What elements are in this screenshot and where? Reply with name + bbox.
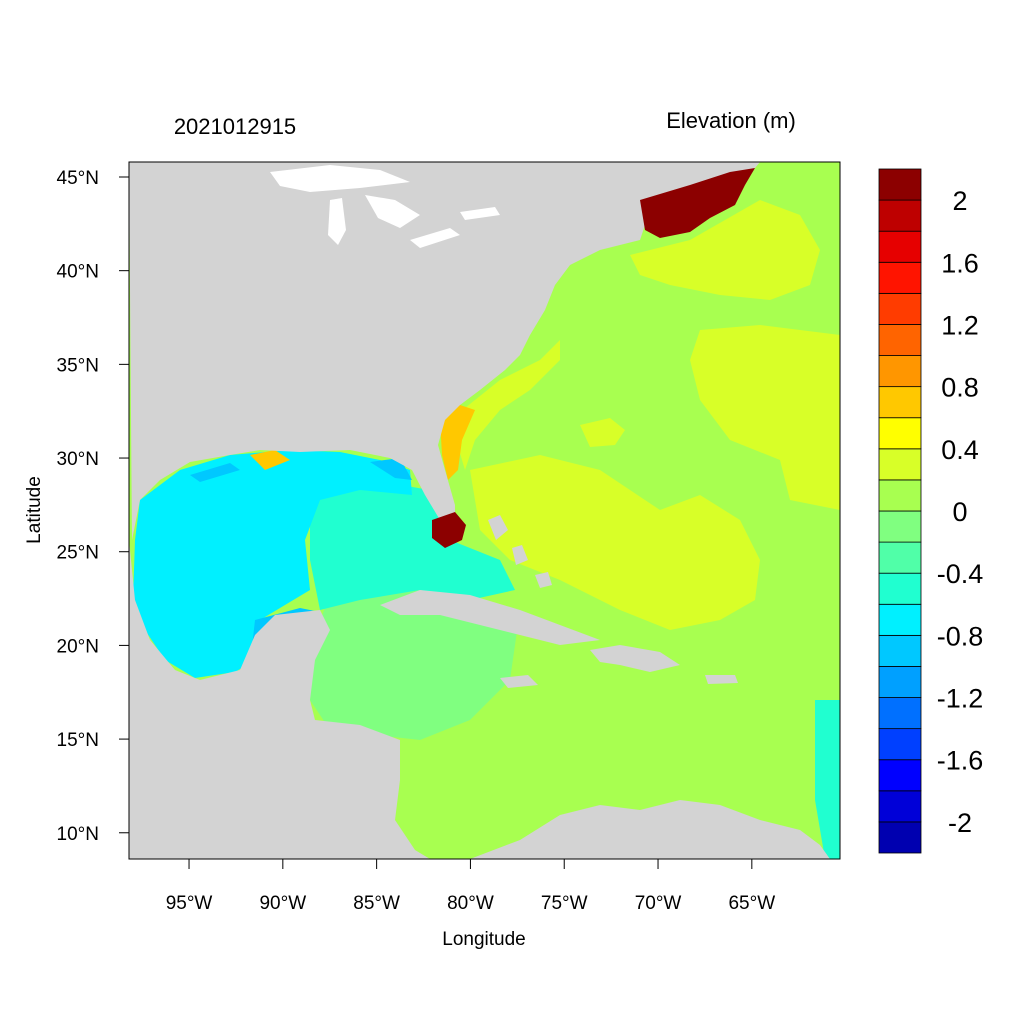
colorbar-swatch (878, 168, 922, 201)
map-field (129, 162, 840, 859)
colorbar-swatch (878, 355, 922, 388)
y-tick-label: 20°N (57, 636, 99, 657)
atlantic-high-patch (580, 418, 625, 447)
gulf-north-coast-high (250, 450, 290, 470)
southeast-coast-high (440, 405, 475, 480)
colorbar-label: 2 (952, 186, 967, 216)
y-tick-label: 15°N (57, 730, 99, 751)
caribbean-west-sea (310, 585, 520, 740)
y-tick-label: 25°N (57, 543, 99, 564)
colorbar-swatch (878, 230, 922, 263)
colorbar-swatch (878, 510, 922, 543)
y-axis: 45°N 40°N 35°N 30°N 25°N 20°N 15°N 10°N (57, 168, 129, 845)
colorbar-swatch (878, 261, 922, 294)
x-tick-label: 75°W (541, 893, 588, 914)
caribbean-se-corner (815, 700, 840, 859)
colorbar-label: 1.6 (941, 248, 979, 278)
colorbar-swatch (878, 448, 922, 481)
x-tick-label: 80°W (447, 893, 494, 914)
x-tick-label: 65°W (728, 893, 775, 914)
colorbar-swatch (878, 790, 922, 823)
gulf-edge-deep-yucatan (250, 608, 320, 665)
colorbar-swatch (878, 603, 922, 636)
gulf-of-maine-surge (640, 168, 755, 238)
lake-michigan (328, 198, 346, 245)
atlantic-high-north (630, 200, 820, 300)
y-tick-label: 40°N (57, 262, 99, 283)
lake-superior (270, 165, 410, 192)
x-tick-label: 90°W (259, 893, 306, 914)
x-axis: 95°W 90°W 85°W 80°W 75°W 70°W 65°W (166, 859, 775, 914)
jamaica-island (500, 675, 538, 688)
south-america-land (470, 800, 830, 859)
x-tick-label: 70°W (635, 893, 682, 914)
colorbar-label: 0 (952, 497, 967, 527)
colorbar-swatch (878, 728, 922, 761)
y-tick-label: 10°N (57, 824, 99, 845)
x-tick-label: 85°W (353, 893, 400, 914)
timestamp-label: 2021012915 (174, 114, 296, 139)
lake-huron (365, 195, 420, 228)
gulf-of-mexico (133, 450, 412, 678)
colorbar-swatch (878, 759, 922, 792)
hispaniola-island (590, 645, 680, 672)
y-tick-label: 30°N (57, 449, 99, 470)
land-areas (129, 162, 830, 859)
colorbar-label: 0.4 (941, 435, 979, 465)
colorbar-label: 1.2 (941, 310, 979, 340)
florida-southwest-surge (432, 512, 466, 548)
north-america-land (129, 162, 760, 540)
atlantic-high-coast (450, 340, 560, 470)
colorbar-swatch (878, 541, 922, 574)
lake-ontario (460, 207, 500, 220)
x-tick-label: 95°W (166, 893, 213, 914)
y-tick-label: 45°N (57, 168, 99, 189)
variable-label: Elevation (m) (666, 108, 796, 133)
lake-erie (410, 228, 460, 248)
colorbar-label: -1.2 (937, 684, 984, 714)
atlantic-high-east (690, 325, 840, 510)
puerto-rico-island (705, 675, 738, 684)
cuba-island (380, 590, 600, 645)
colorbar-swatch (878, 479, 922, 512)
colorbar-label: 0.8 (941, 373, 979, 403)
great-lakes (270, 165, 500, 248)
bahamas-islands (488, 515, 552, 588)
colorbar-label: -0.4 (937, 559, 984, 589)
colorbar-swatch (878, 199, 922, 232)
colorbar-swatch (878, 572, 922, 605)
colorbar-swatch (878, 821, 922, 854)
gulf-edge-deep-west (190, 463, 240, 482)
y-tick-label: 35°N (57, 355, 99, 376)
colorbar-swatch (878, 292, 922, 325)
colorbar-label: -1.6 (937, 746, 984, 776)
mexico-central-america-land (129, 540, 430, 859)
colorbar-swatch (878, 666, 922, 698)
colorbar-swatch (878, 386, 922, 419)
plot-frame (128, 161, 841, 860)
x-axis-title: Longitude (442, 929, 525, 950)
colorbar-label: -0.8 (937, 621, 984, 651)
colorbar-swatch (878, 417, 922, 450)
colorbar-swatch (878, 324, 922, 356)
y-axis-title: Latitude (24, 476, 45, 544)
gulf-east-water (310, 478, 515, 610)
colorbar-swatch (878, 697, 922, 730)
atlantic-high-band (470, 455, 760, 630)
colorbar-label: -2 (948, 808, 972, 838)
colorbar: -2 -1.6 -1.2 -0.8 -0.4 0 0.4 0.8 1.2 1.6 2 (878, 168, 984, 854)
colorbar-swatch (878, 634, 922, 667)
